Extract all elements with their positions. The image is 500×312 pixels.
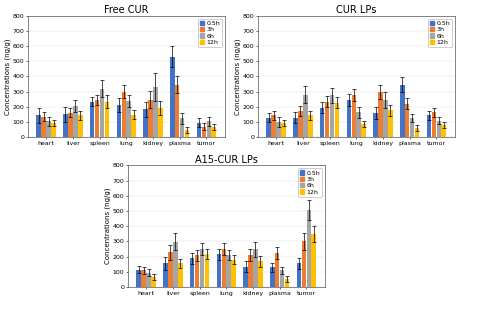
Bar [116,105,121,137]
Legend: 0.5h, 3h, 6h, 12h: 0.5h, 3h, 6h, 12h [298,168,322,197]
Bar [146,273,151,287]
Bar [200,249,204,287]
Bar [405,104,409,137]
Bar [222,249,226,287]
Bar [312,234,316,287]
Title: A15-CUR LPs: A15-CUR LPs [195,154,258,165]
Bar [352,95,356,137]
Bar [46,121,51,137]
Bar [226,255,231,287]
Bar [212,127,216,137]
Bar [170,57,174,137]
Bar [196,123,201,137]
Bar [244,266,248,287]
Bar [383,100,388,137]
Bar [178,263,182,287]
Bar [285,279,290,287]
Bar [280,270,284,287]
Bar [266,118,271,137]
Bar [275,253,280,287]
Title: Free CUR: Free CUR [104,5,148,15]
Bar [298,111,302,137]
Bar [63,115,68,137]
Bar [442,125,446,137]
Bar [148,100,152,137]
Bar [378,92,382,137]
Bar [73,106,78,137]
Bar [180,118,184,137]
Bar [276,122,281,137]
Bar [388,110,392,137]
Bar [202,127,206,137]
Bar [195,256,200,287]
Bar [52,123,56,137]
Bar [122,92,126,137]
Bar [248,256,252,287]
Bar [400,85,404,137]
Y-axis label: Concentrations (ng/g): Concentrations (ng/g) [104,188,111,265]
Bar [216,254,221,287]
Bar [78,115,82,137]
Bar [173,242,178,287]
Bar [334,103,339,137]
Bar [362,124,366,137]
Title: CUR LPs: CUR LPs [336,5,376,15]
Bar [356,112,361,137]
Bar [306,210,311,287]
Bar [190,258,194,287]
Bar [282,123,286,137]
Legend: 0.5h, 3h, 6h, 12h: 0.5h, 3h, 6h, 12h [198,19,222,47]
Bar [320,108,324,137]
Bar [163,263,168,287]
Bar [272,115,276,137]
Bar [175,85,180,137]
Bar [253,249,258,287]
Bar [68,113,72,137]
Legend: 0.5h, 3h, 6h, 12h: 0.5h, 3h, 6h, 12h [428,19,452,47]
Bar [302,241,306,287]
Y-axis label: Concentrations (ng/g): Concentrations (ng/g) [234,38,241,115]
Bar [206,121,211,137]
Bar [204,254,209,287]
Bar [426,115,431,137]
Bar [346,100,351,137]
Bar [330,95,334,137]
Bar [270,267,274,287]
Bar [100,89,104,137]
Bar [374,113,378,137]
Bar [136,270,141,287]
Bar [293,118,298,137]
Bar [158,108,162,137]
Bar [152,277,156,287]
Bar [325,101,330,137]
Bar [42,117,46,137]
Y-axis label: Concentrations (ng/g): Concentrations (ng/g) [4,38,11,115]
Bar [90,101,94,137]
Bar [144,109,148,137]
Bar [104,101,109,137]
Bar [168,252,172,287]
Bar [432,112,436,137]
Bar [232,260,236,287]
Bar [36,115,41,137]
Bar [303,95,308,137]
Bar [153,87,158,137]
Bar [142,270,146,287]
Bar [126,101,131,137]
Bar [308,115,312,137]
Bar [410,118,414,137]
Bar [95,100,100,137]
Bar [132,115,136,137]
Bar [258,261,262,287]
Bar [296,263,301,287]
Bar [185,130,190,137]
Bar [415,128,420,137]
Bar [436,120,441,137]
